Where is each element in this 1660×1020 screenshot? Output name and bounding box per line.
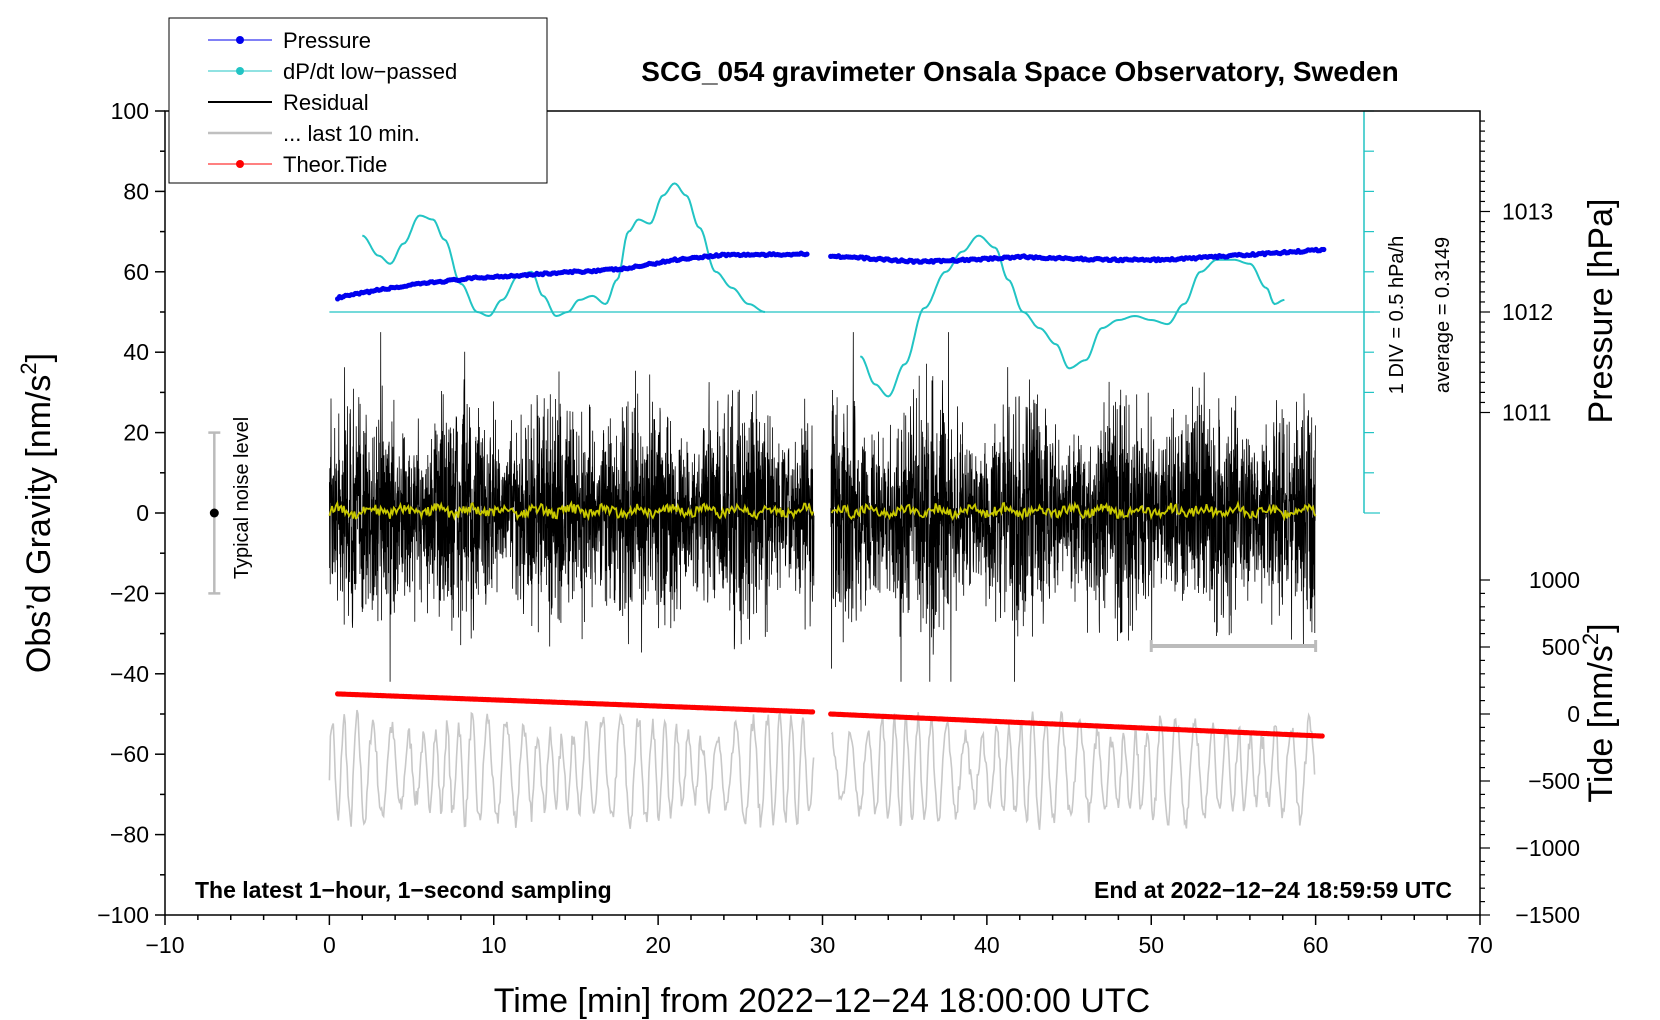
y-axis-label-gravity: Obs’d Gravity [nm/s2] (16, 353, 58, 673)
last-10-min-line (328, 709, 1316, 830)
last-10-min-bracket (1149, 640, 1318, 652)
legend-item-last10: ... last 10 min. (208, 121, 420, 146)
noise-center-dot (209, 508, 219, 518)
legend: Pressure dP/dt low−passed Residual ... l… (168, 17, 548, 184)
y-axis-label-gravity-main: Obs’d Gravity [nm/s (20, 375, 58, 674)
y-axis-label-gravity-tail: ] (20, 353, 58, 362)
y-tick-label: −20 (110, 580, 149, 606)
x-tick-label: 0 (323, 932, 336, 958)
legend-label-residual: Residual (283, 90, 369, 115)
y-axis-label-gravity-sup: 2 (16, 362, 41, 374)
theoretical-tide-series (335, 691, 1325, 739)
legend-item-dpdt: dP/dt low−passed (208, 59, 457, 84)
y-tick-label: −80 (110, 822, 149, 848)
residual-smoothed-line (328, 499, 1317, 522)
y-tick-label: 40 (123, 339, 149, 365)
tide-tick-label: 0 (1567, 701, 1580, 727)
x-tick-label: −10 (145, 932, 184, 958)
noise-level-indicator (208, 431, 221, 595)
pressure-tick-label: 1013 (1502, 199, 1553, 225)
legend-item-tide: Theor.Tide (208, 152, 387, 177)
footer-left: The latest 1−hour, 1−second sampling (195, 877, 612, 903)
dpdt-average-label: average = 0.3149 (1432, 237, 1454, 393)
legend-marker-dpdt (236, 67, 244, 75)
legend-item-pressure: Pressure (208, 28, 371, 53)
x-tick-label: 50 (1138, 932, 1164, 958)
legend-label-pressure: Pressure (283, 28, 371, 53)
tide-point (810, 709, 816, 715)
chart-title: SCG_054 gravimeter Onsala Space Observat… (641, 56, 1398, 87)
y-axis-label-tide-tail: ] (1582, 623, 1620, 632)
x-tick-label: 30 (810, 932, 836, 958)
legend-label-dpdt: dP/dt low−passed (283, 59, 457, 84)
last-10-min-gravity-series (328, 709, 1316, 830)
pressure-axis: 1013 1012 1011 (1480, 120, 1553, 426)
y-tick-label: 60 (123, 259, 149, 285)
x-tick-label: 70 (1467, 932, 1493, 958)
y-tick-label: −40 (110, 661, 149, 687)
legend-box (168, 17, 548, 184)
residual-smoothed-series (328, 499, 1317, 522)
y-tick-label: 20 (123, 420, 149, 446)
y-axis-label-tide-main: Tide [nm/s (1582, 645, 1620, 802)
tide-tick-label: 500 (1542, 634, 1580, 660)
tide-axis: 1000 500 0 −500 −1000 −1500 (1480, 567, 1580, 928)
legend-marker-pressure (236, 36, 244, 44)
residual-line (329, 332, 1316, 682)
x-axis: −10 0 10 20 30 40 50 60 70 (145, 915, 1493, 958)
x-tick-label: 10 (481, 932, 507, 958)
x-tick-label: 60 (1303, 932, 1329, 958)
dpdt-line-segment-2 (859, 234, 1285, 398)
y-axis-label-tide: Tide [nm/s2] (1578, 623, 1620, 802)
x-tick-label: 40 (974, 932, 1000, 958)
legend-marker-tide (236, 160, 244, 168)
legend-label-last10: ... last 10 min. (283, 121, 420, 146)
dpdt-line-segment-1 (362, 182, 766, 318)
pressure-point (804, 251, 810, 257)
pressure-tick-label: 1011 (1502, 400, 1551, 426)
pressure-tick-label: 1012 (1502, 299, 1553, 325)
y-axis-label-pressure: Pressure [hPa] (1582, 199, 1620, 424)
y-axis-label-tide-sup: 2 (1578, 633, 1603, 645)
legend-label-tide: Theor.Tide (283, 152, 387, 177)
x-axis-label: Time [min] from 2022−12−24 18:00:00 UTC (494, 982, 1150, 1020)
y-tick-label: 80 (123, 178, 149, 204)
tide-tick-label: 1000 (1529, 567, 1580, 593)
tide-point (1319, 733, 1325, 739)
y-tick-label: 0 (136, 500, 149, 526)
noise-label: Typical noise level (231, 417, 253, 579)
y-axis-gravity: −100 −80 −60 −40 −20 0 20 40 60 80 100 (97, 98, 165, 928)
y-tick-label: 100 (111, 98, 149, 124)
legend-item-residual: Residual (208, 90, 369, 115)
y-tick-label: −100 (97, 902, 149, 928)
dpdt-scale-label: 1 DIV = 0.5 hPa/h (1386, 236, 1408, 394)
pressure-point (1321, 246, 1327, 253)
tide-tick-label: −500 (1528, 768, 1580, 794)
y-tick-label: −60 (110, 741, 149, 767)
tide-tick-label: −1500 (1515, 902, 1580, 928)
residual-series (329, 332, 1316, 682)
tide-tick-label: −1000 (1515, 835, 1580, 861)
pressure-series (335, 246, 1327, 302)
dpdt-series (362, 182, 1285, 398)
x-tick-label: 20 (645, 932, 671, 958)
footer-right: End at 2022−12−24 18:59:59 UTC (1094, 877, 1452, 903)
